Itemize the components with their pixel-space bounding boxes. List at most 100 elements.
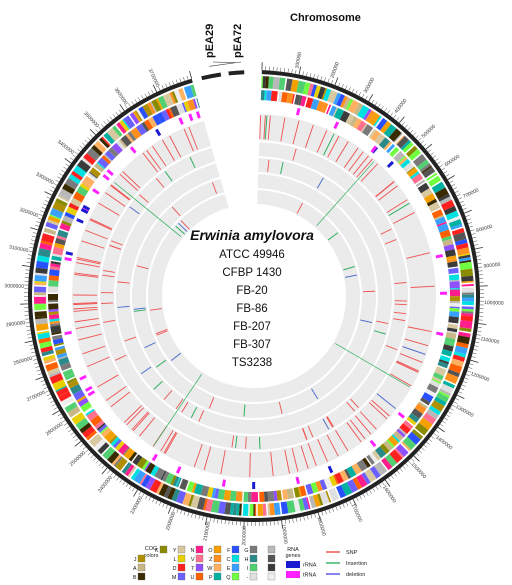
cog-gene-block [61, 220, 72, 227]
deletion-mark [322, 418, 330, 430]
cog-gene-block [151, 98, 162, 113]
cog-gene-block [317, 493, 324, 506]
snp-mark [349, 419, 366, 440]
scale-tick-label: 800000 [476, 224, 494, 234]
scale-tick [109, 116, 113, 121]
cog-gene-block [399, 423, 411, 435]
cog-gene-block [362, 124, 374, 137]
scale-tick [408, 460, 412, 465]
scale-tick [412, 132, 417, 136]
cog-gene-block [56, 235, 67, 241]
cog-gene-block [278, 77, 286, 91]
cog-gene-block [68, 173, 81, 185]
cog-gene-block [373, 464, 384, 476]
scale-tick [410, 129, 414, 134]
cog-gene-block [50, 260, 61, 265]
snp-mark [77, 257, 101, 264]
cog-gene-block [456, 335, 471, 345]
cog-gene-block [48, 370, 61, 378]
snp-mark [404, 338, 429, 347]
cog-gene-block [54, 237, 66, 246]
plasmid-label-pea29: pEA29 [204, 24, 216, 58]
snp-mark [198, 410, 205, 422]
scale-tick-label: 3100000 [8, 244, 28, 254]
cog-gene-block [302, 497, 310, 511]
cog-gene-block [459, 320, 473, 329]
cog-color-swatch [213, 563, 222, 572]
cog-code-label: A [133, 566, 137, 572]
scale-tick [70, 157, 74, 161]
rna-gene [370, 145, 378, 153]
scale-tick [180, 510, 182, 514]
cog-gene-block [298, 95, 303, 106]
cog-gene-block [170, 475, 177, 486]
insertion-mark [190, 406, 198, 419]
scale-tick [40, 380, 45, 383]
cog-gene-block [243, 491, 249, 502]
cog-gene-block [408, 412, 420, 423]
scale-tick [26, 329, 31, 331]
scale-tick [418, 450, 423, 454]
snp-mark [380, 228, 392, 235]
cog-color-swatch [177, 563, 186, 572]
scale-tick [472, 236, 477, 239]
cog-code-label: Z [209, 557, 213, 563]
snp-mark [203, 446, 212, 471]
cog-gene-block [396, 428, 406, 438]
scale-tick-label: 1500000 [410, 462, 428, 480]
cog-gene-block [133, 470, 146, 484]
scale-tick [471, 233, 476, 235]
variant-legend-label: SNP [346, 550, 358, 556]
scale-tick [57, 176, 61, 179]
scale-tick [342, 503, 345, 508]
cog-color-swatch [267, 554, 276, 563]
cog-gene-block [52, 379, 67, 391]
snp-mark [73, 306, 98, 310]
scale-tick [439, 164, 443, 168]
snp-mark [385, 345, 398, 351]
scale-tick-label: 900000 [483, 262, 501, 270]
cog-gene-block [87, 172, 98, 181]
cog-gene-block [448, 219, 462, 228]
scale-tick [401, 122, 405, 126]
cog-gene-block [262, 76, 266, 89]
cog-gene-block [178, 87, 187, 101]
scale-tick [165, 83, 168, 88]
cog-gene-block [421, 392, 434, 403]
cog-gene-block [417, 159, 430, 171]
cog-gene-block [461, 287, 474, 293]
cog-gene-block [79, 422, 92, 434]
cog-gene-block [356, 474, 368, 488]
cog-gene-block [442, 380, 456, 389]
scale-tick-label: 2000000 [241, 526, 248, 546]
cog-color-swatch [249, 563, 258, 572]
cog-gene-block [264, 90, 267, 101]
cog-gene-block [99, 426, 109, 434]
cog-gene-block [265, 76, 270, 89]
cog-gene-block [353, 102, 364, 116]
scale-tick [296, 517, 298, 522]
cog-gene-block [36, 255, 50, 263]
snp-mark [188, 126, 198, 150]
strain-label: FB-20 [236, 285, 267, 297]
cog-gene-block [261, 76, 264, 89]
cog-gene-block [306, 497, 311, 510]
scale-tick [145, 495, 148, 499]
cog-gene-block [147, 102, 156, 115]
scale-tick [57, 413, 62, 417]
cog-gene-block [58, 356, 70, 366]
scale-tick [365, 95, 368, 100]
cog-gene-block [340, 95, 348, 108]
rna-gene [151, 453, 158, 462]
scale-tick [179, 78, 182, 83]
scale-tick [388, 477, 391, 482]
cog-color-swatch [213, 572, 222, 581]
scale-tick [110, 472, 114, 476]
plasmid-ideogram-pea29 [228, 70, 245, 76]
snp-mark [103, 319, 116, 323]
scale-tick [90, 454, 94, 459]
scale-tick [473, 349, 478, 351]
snp-mark [110, 391, 131, 408]
cog-gene-block [421, 165, 432, 174]
scale-tick [46, 196, 51, 199]
